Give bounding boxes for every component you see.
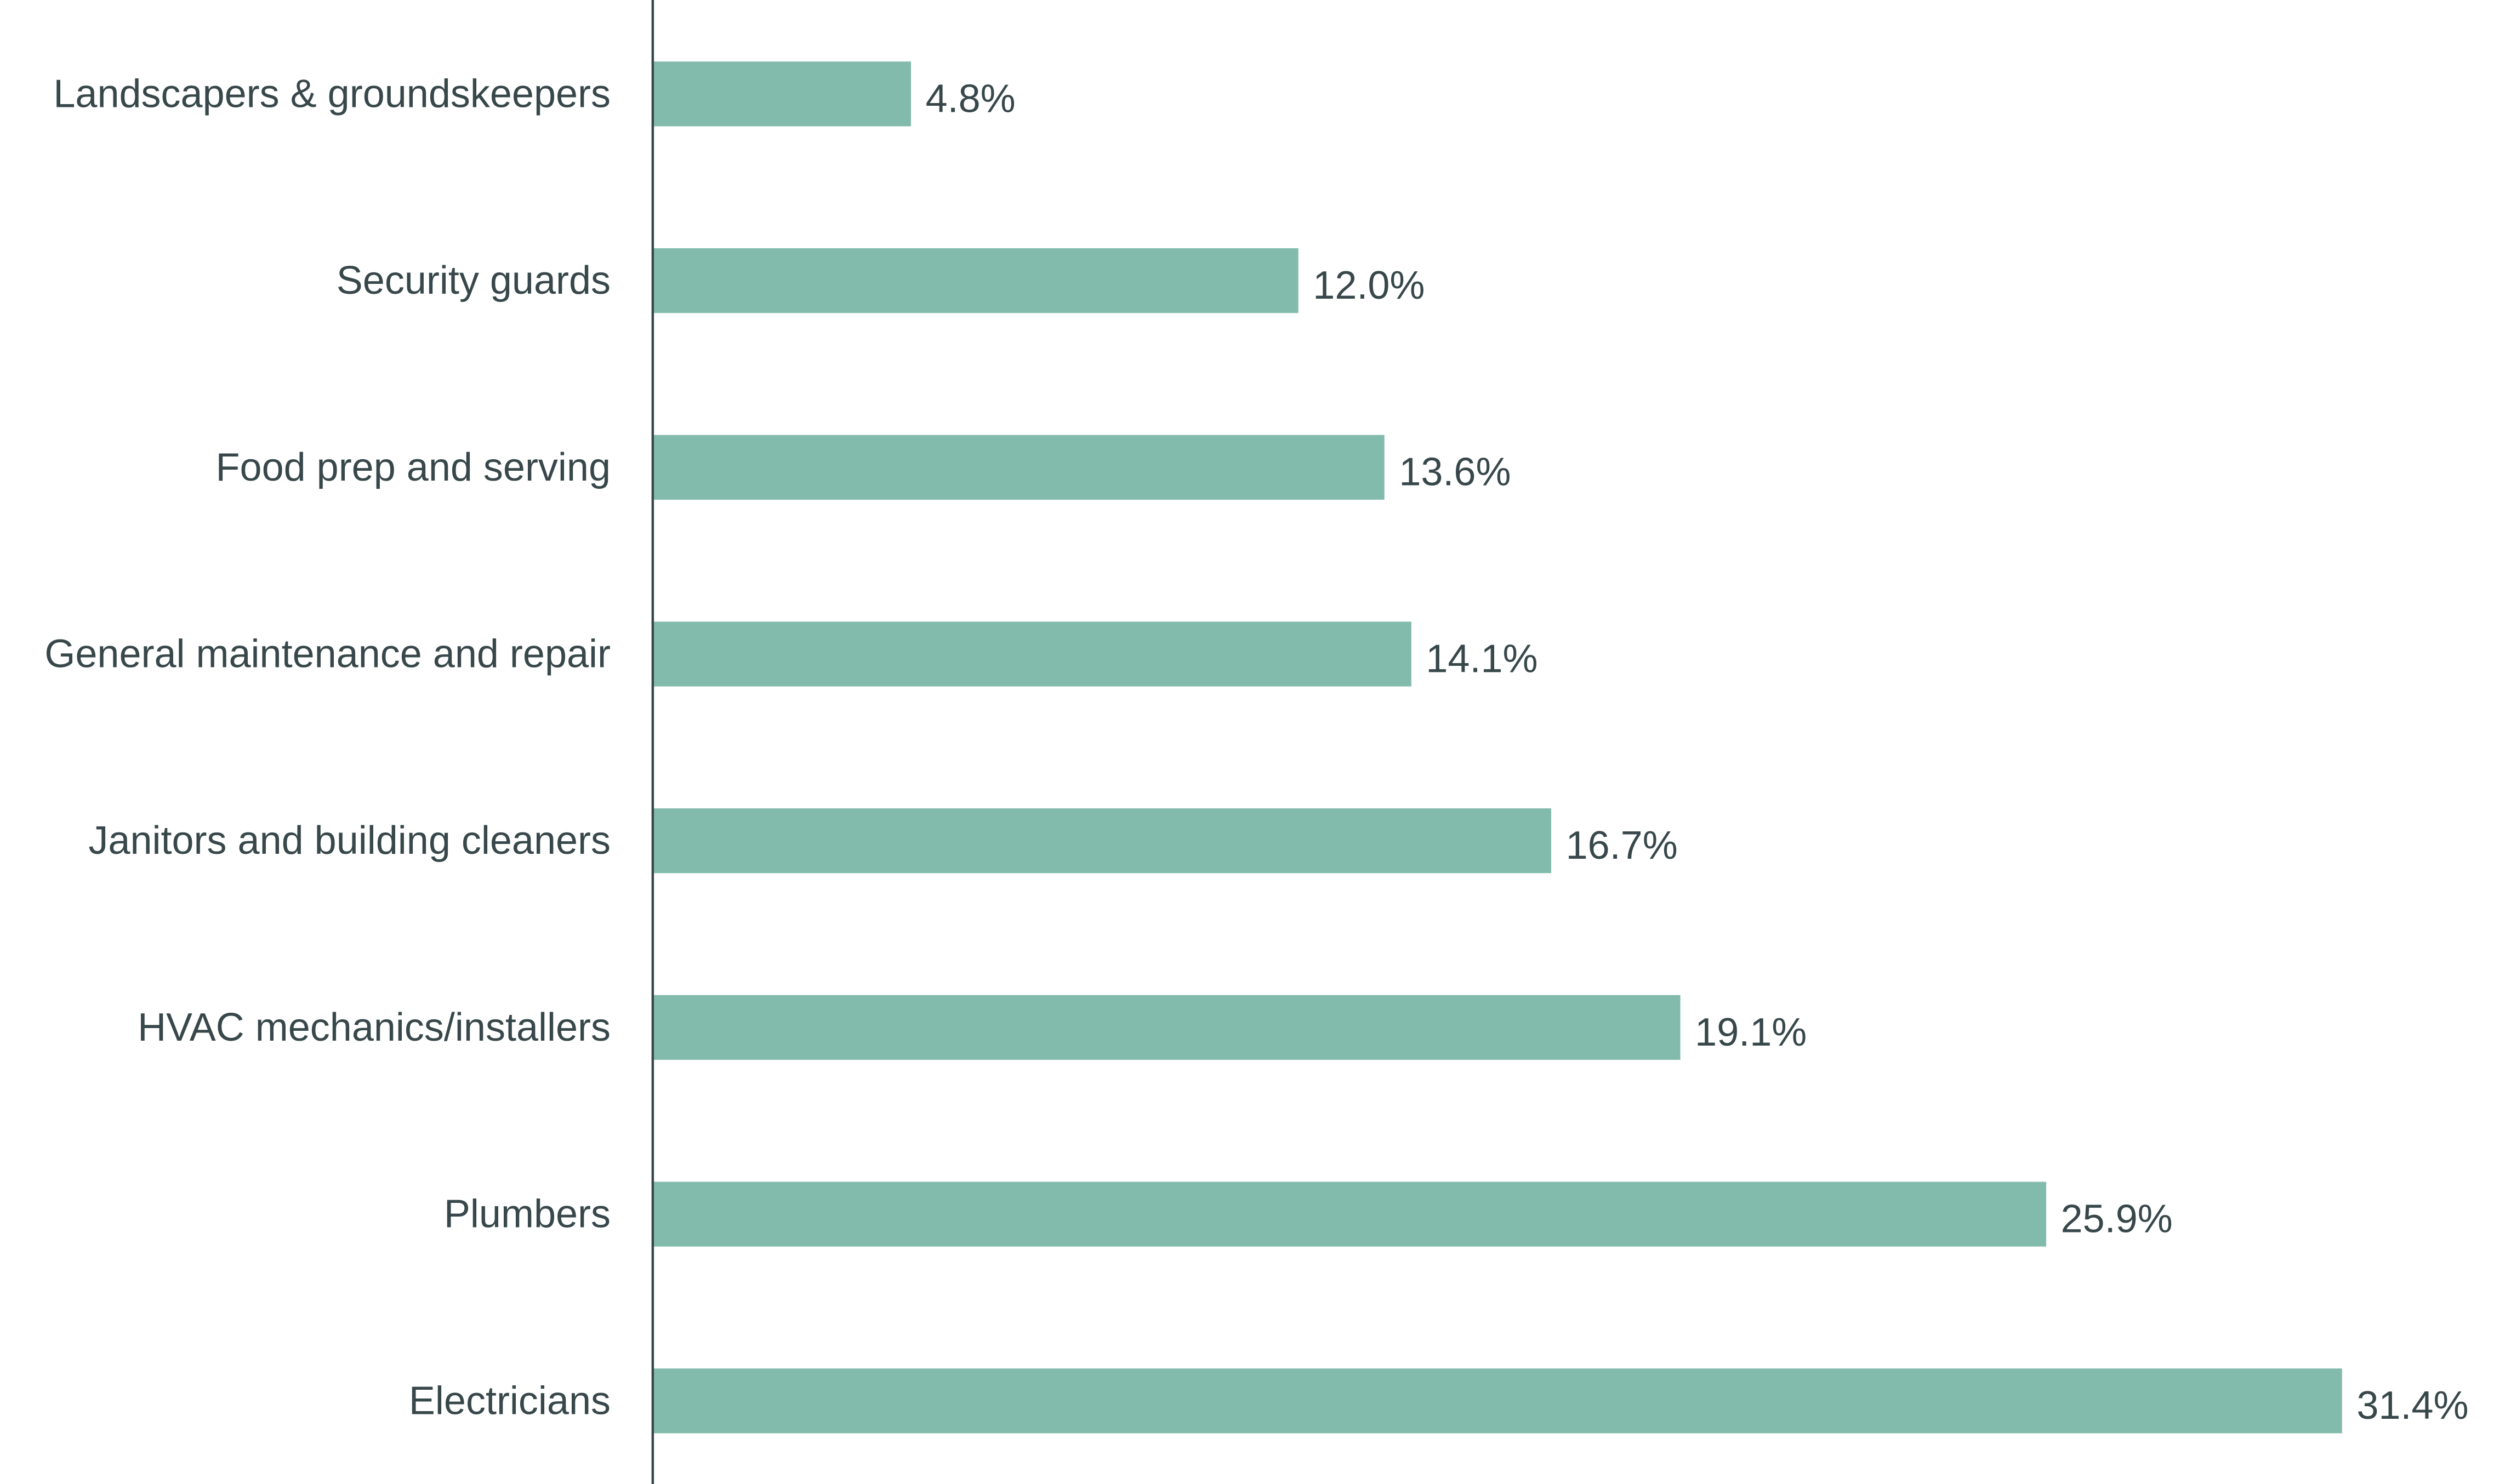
value-label: 25.9% [2061, 1197, 2173, 1241]
value-label: 4.8% [926, 77, 1016, 121]
value-labels-group: 4.8% 12.0% 13.6% 14.1% 16.7% 19.1% 25.9% 31.4% [926, 77, 2469, 1428]
category-label: Security guards [337, 259, 611, 302]
value-label: 14.1% [1426, 637, 1537, 681]
bars-group [652, 61, 2342, 1434]
bar [652, 435, 1385, 500]
category-label: Plumbers [444, 1192, 611, 1236]
category-label: Landscapers & groundskeepers [53, 72, 611, 116]
bar [652, 995, 1681, 1060]
value-label: 13.6% [1399, 450, 1511, 494]
category-labels-group: Landscapers & groundskeepers Security gua… [44, 72, 611, 1423]
value-label: 31.4% [2356, 1384, 2468, 1428]
category-label: HVAC mechanics/installers [138, 1006, 611, 1049]
bar [652, 248, 1299, 313]
value-label: 16.7% [1566, 824, 1678, 867]
bar [652, 1182, 2047, 1247]
value-label: 12.0% [1313, 264, 1425, 307]
bar [652, 61, 911, 127]
category-label: Electricians [409, 1379, 611, 1423]
category-label: Food prep and serving [216, 446, 611, 489]
value-label: 19.1% [1695, 1011, 1807, 1054]
category-label: General maintenance and repair [44, 632, 611, 676]
bar [652, 808, 1552, 874]
bar [652, 1368, 2342, 1434]
category-label: Janitors and building cleaners [88, 819, 611, 863]
bar [652, 621, 1411, 687]
